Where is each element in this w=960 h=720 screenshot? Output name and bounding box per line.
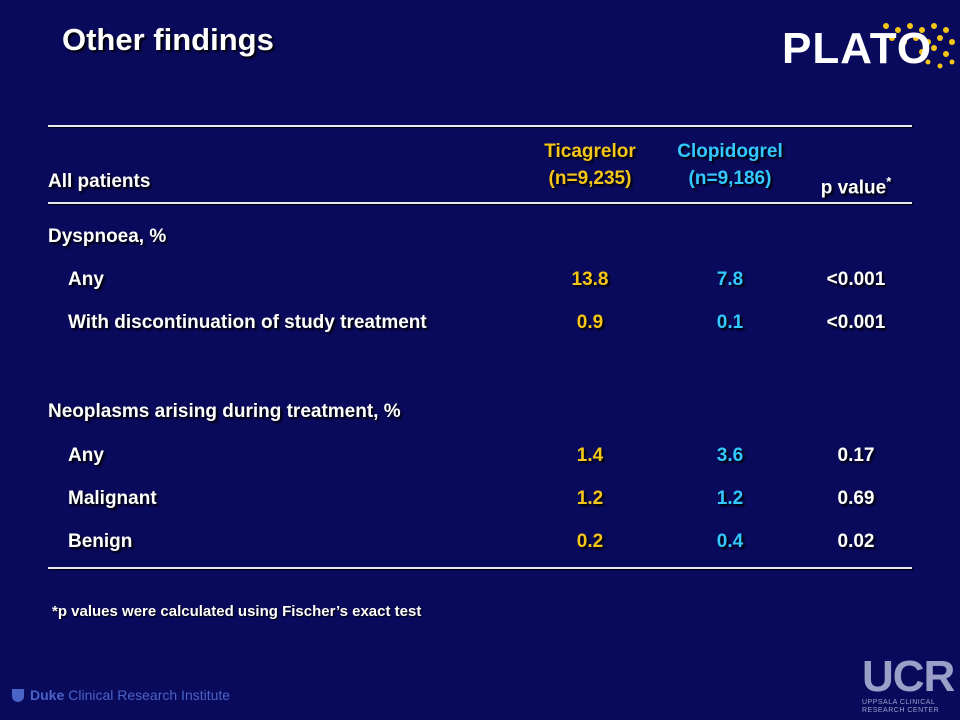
table-cell-clopidogrel: 1.2 — [716, 488, 744, 509]
section-heading-neoplasms: Neoplasms arising during treatment, % — [48, 401, 401, 422]
plato-logo-text: PLATO — [782, 24, 933, 73]
table-header-rule — [48, 202, 912, 204]
row-label: Malignant — [68, 488, 157, 509]
table-cell-p-value: 0.69 — [837, 488, 875, 509]
table-top-rule — [48, 125, 912, 127]
table-cell-ticagrelor: 13.8 — [571, 269, 609, 290]
table-cell-p-value: <0.001 — [826, 312, 886, 333]
table-cell-ticagrelor: 1.4 — [576, 445, 604, 466]
row-label: With discontinuation of study treatment — [68, 312, 427, 333]
row-label: Benign — [68, 531, 133, 552]
duke-logo: Duke Clinical Research Institute — [10, 687, 230, 703]
row-label: Any — [68, 445, 104, 466]
row-header-label: All patients — [48, 171, 151, 192]
table-cell-ticagrelor: 0.9 — [576, 312, 604, 333]
section-heading-dyspnoea: Dyspnoea, % — [48, 226, 167, 247]
column-header-p-value: p value* — [820, 174, 892, 199]
table-cell-ticagrelor: 1.2 — [576, 488, 604, 509]
plato-logo: PLATO — [780, 18, 960, 88]
table-bottom-rule — [48, 567, 912, 569]
table-cell-ticagrelor: 0.2 — [576, 531, 604, 552]
slide-title: Other findings — [62, 22, 274, 57]
row-label: Any — [68, 269, 104, 290]
table-cell-clopidogrel: 3.6 — [716, 445, 744, 466]
table-cell-p-value: 0.17 — [837, 445, 875, 466]
plato-star-icon — [883, 23, 955, 69]
table-cell-clopidogrel: 0.4 — [716, 531, 744, 552]
table-cell-p-value: 0.02 — [837, 531, 875, 552]
column-header-ticagrelor: Ticagrelor (n=9,235) — [544, 141, 636, 189]
table-cell-clopidogrel: 0.1 — [716, 312, 744, 333]
table-cell-p-value: <0.001 — [826, 269, 886, 290]
column-header-clopidogrel: Clopidogrel (n=9,186) — [677, 141, 783, 189]
table-cell-clopidogrel: 7.8 — [716, 269, 744, 290]
footnote: *p values were calculated using Fischer’… — [52, 603, 422, 620]
duke-shield-icon — [12, 689, 24, 702]
ucr-logo: UCR UPPSALA CLINICAL RESEARCH CENTER — [862, 652, 955, 715]
